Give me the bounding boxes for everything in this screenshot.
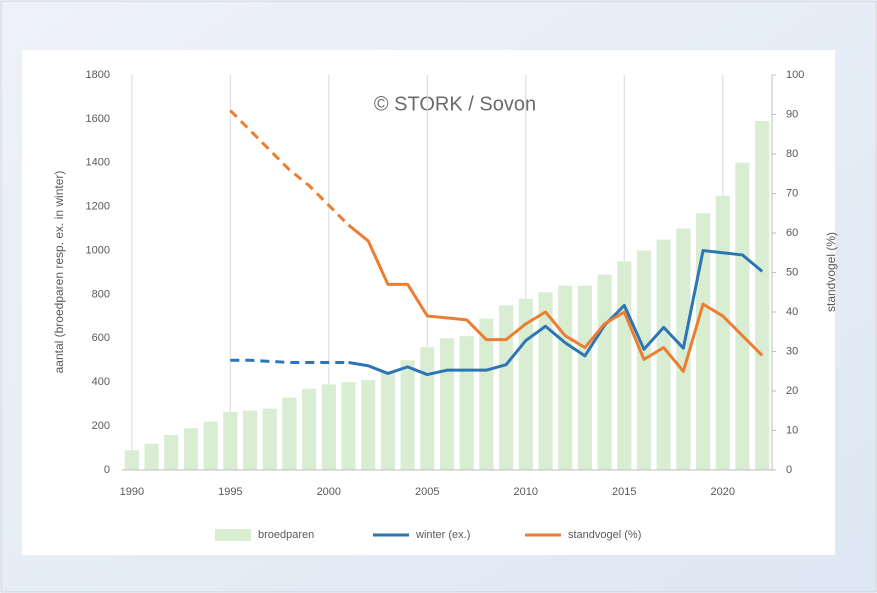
y2-tick-label: 0 xyxy=(786,464,792,476)
line xyxy=(229,109,350,227)
bar xyxy=(538,292,553,470)
y-tick-label: 1800 xyxy=(86,69,110,81)
bar xyxy=(341,382,356,470)
x-tick-label: 2010 xyxy=(514,486,538,498)
bar xyxy=(558,285,573,470)
legend-label: winter (ex.) xyxy=(415,529,470,541)
bar xyxy=(124,450,139,470)
y2-tick-label: 20 xyxy=(786,385,798,397)
y2-tick-label: 40 xyxy=(786,306,798,318)
bar xyxy=(144,443,159,470)
annotation: © STORK / Sovon xyxy=(374,93,536,115)
bar xyxy=(695,213,711,470)
bar xyxy=(183,428,199,470)
bar xyxy=(420,347,435,470)
line xyxy=(348,249,764,377)
bar xyxy=(380,371,395,470)
x-tick-label: 1995 xyxy=(218,486,242,498)
bar xyxy=(459,336,474,470)
x-tick-label: 1990 xyxy=(120,486,144,498)
bar xyxy=(223,411,238,470)
y2-tick-label: 90 xyxy=(786,108,798,120)
y-tick-label: 600 xyxy=(92,332,110,344)
bar xyxy=(242,410,258,470)
y-tick-label: 0 xyxy=(104,464,110,476)
y-tick-label: 1200 xyxy=(86,201,110,213)
legend-label: broedparen xyxy=(258,529,314,541)
bar xyxy=(518,298,533,470)
y2-tick-label: 70 xyxy=(786,187,798,199)
y2-tick-label: 100 xyxy=(786,69,804,81)
x-tick-label: 2000 xyxy=(317,486,341,498)
chart-panel xyxy=(22,50,835,555)
y-tick-label: 1000 xyxy=(86,244,110,256)
x-tick-label: 2015 xyxy=(612,486,636,498)
line xyxy=(230,358,349,364)
x-tick-label: 2005 xyxy=(415,486,439,498)
y-tick-label: 400 xyxy=(92,376,110,388)
bar xyxy=(577,285,592,470)
bar xyxy=(656,239,671,470)
legend-swatch xyxy=(215,529,251,541)
line xyxy=(347,223,764,373)
y-tick-label: 1400 xyxy=(86,157,110,169)
bar xyxy=(164,434,179,470)
y-tick-label: 1600 xyxy=(86,113,110,125)
x-tick-label: 2020 xyxy=(711,486,735,498)
bar xyxy=(262,408,277,470)
bar xyxy=(715,195,730,470)
bar xyxy=(203,421,218,470)
bar xyxy=(499,305,514,470)
bar xyxy=(302,388,317,470)
y2-tick-label: 10 xyxy=(786,424,798,436)
bar xyxy=(282,397,297,470)
y2-axis-label: standvogel (%) xyxy=(824,232,838,312)
bar xyxy=(479,318,494,470)
y2-tick-label: 60 xyxy=(786,227,798,239)
bar xyxy=(597,274,612,470)
y2-tick-label: 50 xyxy=(786,266,798,278)
legend-label: standvogel (%) xyxy=(568,529,641,541)
y-axis-label: aantal (broedparen resp. ex. in winter) xyxy=(52,171,66,374)
bar xyxy=(735,162,750,470)
y-tick-label: 800 xyxy=(92,288,110,300)
bar xyxy=(617,261,632,470)
y2-tick-label: 30 xyxy=(786,345,798,357)
y2-tick-label: 80 xyxy=(786,148,798,160)
y-tick-label: 200 xyxy=(92,420,110,432)
bar xyxy=(400,360,415,470)
bar xyxy=(755,121,770,470)
bar xyxy=(361,380,376,470)
bar xyxy=(439,338,455,470)
bar xyxy=(321,384,336,470)
